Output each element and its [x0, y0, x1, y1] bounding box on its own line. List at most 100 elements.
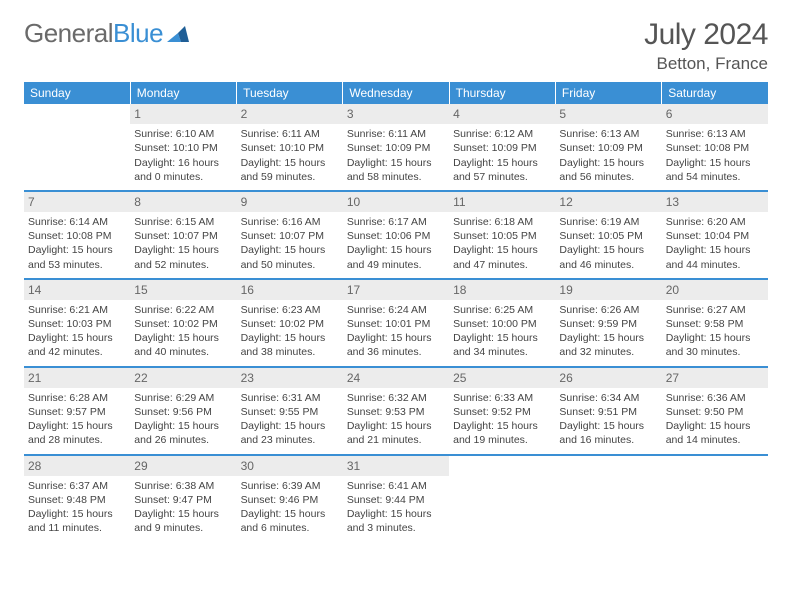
- calendar-cell: 29Sunrise: 6:38 AMSunset: 9:47 PMDayligh…: [130, 455, 236, 542]
- sunset-line: Sunset: 9:51 PM: [559, 405, 657, 419]
- day-number: 5: [555, 104, 661, 124]
- daylight-line: and 42 minutes.: [28, 345, 126, 359]
- sunset-line: Sunset: 9:53 PM: [347, 405, 445, 419]
- sunrise-line: Sunrise: 6:32 AM: [347, 391, 445, 405]
- daylight-line: and 40 minutes.: [134, 345, 232, 359]
- sunrise-line: Sunrise: 6:34 AM: [559, 391, 657, 405]
- daylight-line: Daylight: 15 hours: [666, 156, 764, 170]
- daylight-line: Daylight: 15 hours: [453, 156, 551, 170]
- sunset-line: Sunset: 10:01 PM: [347, 317, 445, 331]
- calendar-cell: 6 Sunrise: 6:13 AMSunset: 10:08 PMDayligh…: [662, 104, 768, 191]
- day-number: 8: [130, 192, 236, 212]
- calendar-cell: 28Sunrise: 6:37 AMSunset: 9:48 PMDayligh…: [24, 455, 130, 542]
- calendar-cell: [449, 455, 555, 542]
- sunset-line: Sunset: 9:56 PM: [134, 405, 232, 419]
- sunset-line: Sunset: 9:58 PM: [666, 317, 764, 331]
- daylight-line: and 52 minutes.: [134, 258, 232, 272]
- sunrise-line: Sunrise: 6:19 AM: [559, 215, 657, 229]
- daylight-line: and 26 minutes.: [134, 433, 232, 447]
- sunset-line: Sunset: 10:09 PM: [559, 141, 657, 155]
- daylight-line: and 36 minutes.: [347, 345, 445, 359]
- sunset-line: Sunset: 9:46 PM: [241, 493, 339, 507]
- daylight-line: Daylight: 15 hours: [453, 243, 551, 257]
- calendar-week-row: 1Sunrise: 6:10 AMSunset: 10:10 PMDayligh…: [24, 104, 768, 191]
- calendar-page: GeneralBlue July 2024 Betton, France Sun…: [0, 0, 792, 561]
- sunrise-line: Sunrise: 6:16 AM: [241, 215, 339, 229]
- daylight-line: and 47 minutes.: [453, 258, 551, 272]
- daylight-line: and 23 minutes.: [241, 433, 339, 447]
- calendar-week-row: 7Sunrise: 6:14 AMSunset: 10:08 PMDayligh…: [24, 191, 768, 279]
- calendar-cell: 11Sunrise: 6:18 AMSunset: 10:05 PMDaylig…: [449, 191, 555, 279]
- daylight-line: Daylight: 16 hours: [134, 156, 232, 170]
- calendar-week-row: 14Sunrise: 6:21 AMSunset: 10:03 PMDaylig…: [24, 279, 768, 367]
- daylight-line: Daylight: 15 hours: [134, 243, 232, 257]
- day-number: 23: [237, 368, 343, 388]
- calendar-cell: 12 Sunrise: 6:19 AMSunset: 10:05 PMDaylig…: [555, 191, 661, 279]
- sunrise-line: Sunrise: 6:38 AM: [134, 479, 232, 493]
- day-number: 12: [555, 192, 661, 212]
- daylight-line: and 50 minutes.: [241, 258, 339, 272]
- sunrise-line: Sunrise: 6:41 AM: [347, 479, 445, 493]
- daylight-line: and 54 minutes.: [666, 170, 764, 184]
- day-header: Sunday: [24, 82, 130, 104]
- daylight-line: and 3 minutes.: [347, 521, 445, 535]
- daylight-line: Daylight: 15 hours: [28, 331, 126, 345]
- location-label: Betton, France: [644, 54, 768, 74]
- sunset-line: Sunset: 9:44 PM: [347, 493, 445, 507]
- sunset-line: Sunset: 10:08 PM: [666, 141, 764, 155]
- daylight-line: Daylight: 15 hours: [241, 243, 339, 257]
- calendar-cell: 13Sunrise: 6:20 AMSunset: 10:04 PMDaylig…: [662, 191, 768, 279]
- sunset-line: Sunset: 10:00 PM: [453, 317, 551, 331]
- sunset-line: Sunset: 10:07 PM: [134, 229, 232, 243]
- day-number: 11: [449, 192, 555, 212]
- day-number: 29: [130, 456, 236, 476]
- day-number: 1: [130, 104, 236, 124]
- sunset-line: Sunset: 10:07 PM: [241, 229, 339, 243]
- daylight-line: and 38 minutes.: [241, 345, 339, 359]
- sunset-line: Sunset: 10:10 PM: [134, 141, 232, 155]
- day-number: 19: [555, 280, 661, 300]
- calendar-cell: 23Sunrise: 6:31 AMSunset: 9:55 PMDayligh…: [237, 367, 343, 455]
- sunset-line: Sunset: 9:50 PM: [666, 405, 764, 419]
- sunset-line: Sunset: 9:47 PM: [134, 493, 232, 507]
- brand-part2: Blue: [113, 18, 163, 49]
- daylight-line: and 19 minutes.: [453, 433, 551, 447]
- calendar-cell: 4Sunrise: 6:12 AMSunset: 10:09 PMDayligh…: [449, 104, 555, 191]
- daylight-line: and 44 minutes.: [666, 258, 764, 272]
- daylight-line: and 32 minutes.: [559, 345, 657, 359]
- daylight-line: Daylight: 15 hours: [559, 243, 657, 257]
- sunrise-line: Sunrise: 6:13 AM: [666, 127, 764, 141]
- calendar-cell: 16Sunrise: 6:23 AMSunset: 10:02 PMDaylig…: [237, 279, 343, 367]
- day-number: 13: [662, 192, 768, 212]
- daylight-line: and 57 minutes.: [453, 170, 551, 184]
- calendar-cell: [555, 455, 661, 542]
- daylight-line: Daylight: 15 hours: [241, 156, 339, 170]
- daylight-line: Daylight: 15 hours: [559, 331, 657, 345]
- daylight-line: Daylight: 15 hours: [347, 331, 445, 345]
- sunset-line: Sunset: 10:05 PM: [559, 229, 657, 243]
- day-number: 7: [24, 192, 130, 212]
- daylight-line: Daylight: 15 hours: [347, 419, 445, 433]
- sunset-line: Sunset: 10:06 PM: [347, 229, 445, 243]
- day-number: 10: [343, 192, 449, 212]
- daylight-line: Daylight: 15 hours: [241, 507, 339, 521]
- calendar-cell: 2Sunrise: 6:11 AMSunset: 10:10 PMDayligh…: [237, 104, 343, 191]
- calendar-cell: 8Sunrise: 6:15 AMSunset: 10:07 PMDayligh…: [130, 191, 236, 279]
- sunrise-line: Sunrise: 6:11 AM: [347, 127, 445, 141]
- sunrise-line: Sunrise: 6:33 AM: [453, 391, 551, 405]
- calendar-cell: 9Sunrise: 6:16 AMSunset: 10:07 PMDayligh…: [237, 191, 343, 279]
- day-number: 20: [662, 280, 768, 300]
- calendar-cell: 14Sunrise: 6:21 AMSunset: 10:03 PMDaylig…: [24, 279, 130, 367]
- sunrise-line: Sunrise: 6:26 AM: [559, 303, 657, 317]
- daylight-line: and 34 minutes.: [453, 345, 551, 359]
- sunrise-line: Sunrise: 6:22 AM: [134, 303, 232, 317]
- day-number: 3: [343, 104, 449, 124]
- sunrise-line: Sunrise: 6:37 AM: [28, 479, 126, 493]
- calendar-cell: 10Sunrise: 6:17 AMSunset: 10:06 PMDaylig…: [343, 191, 449, 279]
- day-number: 6: [662, 104, 768, 124]
- daylight-line: and 56 minutes.: [559, 170, 657, 184]
- calendar-cell: 17Sunrise: 6:24 AMSunset: 10:01 PMDaylig…: [343, 279, 449, 367]
- daylight-line: Daylight: 15 hours: [559, 419, 657, 433]
- calendar-cell: 26Sunrise: 6:34 AMSunset: 9:51 PMDayligh…: [555, 367, 661, 455]
- day-number: 21: [24, 368, 130, 388]
